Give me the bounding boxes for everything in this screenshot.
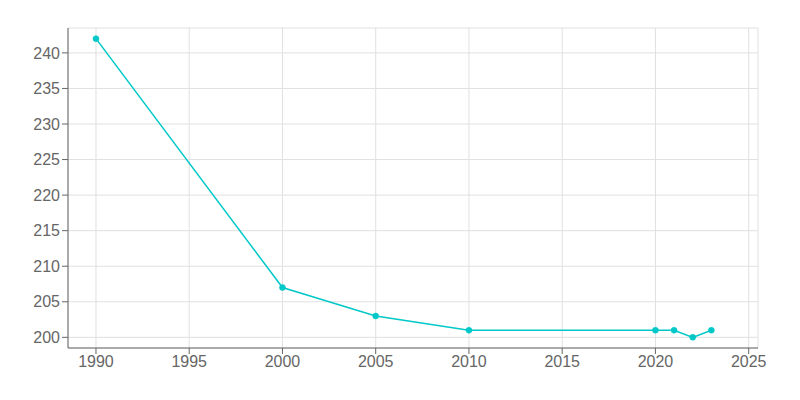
svg-text:210: 210 [33,258,60,275]
svg-text:205: 205 [33,293,60,310]
svg-text:2025: 2025 [731,353,767,370]
svg-text:2020: 2020 [638,353,674,370]
svg-text:2015: 2015 [544,353,580,370]
svg-text:200: 200 [33,329,60,346]
svg-text:215: 215 [33,222,60,239]
svg-text:240: 240 [33,45,60,62]
svg-text:220: 220 [33,187,60,204]
svg-text:2010: 2010 [451,353,487,370]
svg-text:1995: 1995 [171,353,207,370]
svg-text:230: 230 [33,116,60,133]
svg-text:2000: 2000 [265,353,301,370]
svg-text:225: 225 [33,151,60,168]
svg-text:235: 235 [33,80,60,97]
svg-text:2005: 2005 [358,353,394,370]
svg-text:1990: 1990 [78,353,114,370]
